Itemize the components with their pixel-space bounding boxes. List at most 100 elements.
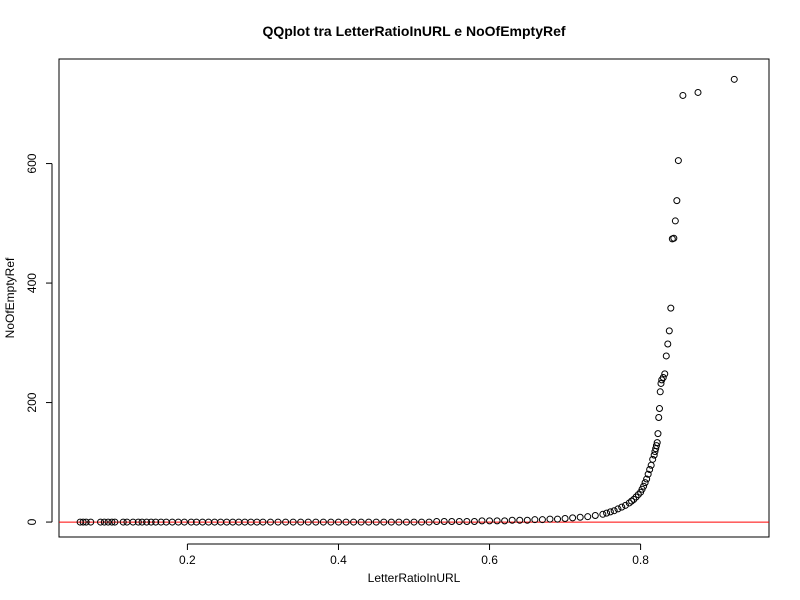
data-point [644,470,652,478]
data-point [312,518,320,526]
data-point [104,518,112,526]
data-point [662,352,670,360]
data-point [670,234,678,242]
data-point [649,455,657,463]
data-point [650,451,658,459]
data-point [625,499,633,507]
data-point [657,379,665,387]
data-point [621,501,629,509]
y-axis: 0 200 400 600 [25,153,53,525]
x-axis: 0.2 0.4 0.6 0.8 [179,543,649,567]
data-point [97,518,105,526]
data-point [643,475,651,483]
y-tick-label: 600 [25,153,39,173]
data-point [523,516,531,524]
data-point [350,518,358,526]
data-point [640,482,648,490]
data-point [463,517,471,525]
data-point [546,515,554,523]
data-point [652,442,660,450]
data-point [365,518,373,526]
data-point [674,157,682,165]
y-tick-label: 0 [25,518,39,525]
data-points-layer [76,75,738,526]
data-point [630,495,638,503]
data-point [554,515,562,523]
data-point [111,518,119,526]
data-point [304,518,312,526]
data-point [82,518,90,526]
data-point [538,516,546,524]
data-point [730,75,738,83]
data-point [327,518,335,526]
data-point [603,509,611,517]
data-point [655,405,663,413]
data-point [448,517,456,525]
data-point [395,518,403,526]
data-point [157,518,165,526]
data-point [531,516,539,524]
data-point [402,518,410,526]
data-point [632,493,640,501]
data-point [334,518,342,526]
data-point [180,518,188,526]
data-point [599,510,607,518]
data-point [342,518,350,526]
data-point [129,518,137,526]
chart-title: QQplot tra LetterRatioInURL e NoOfEmptyR… [262,23,565,39]
data-point [501,517,509,525]
plot-frame [58,58,770,538]
data-point [569,514,577,522]
data-point [134,518,142,526]
data-point [614,505,622,513]
data-point [143,518,151,526]
y-tick-label: 200 [25,392,39,412]
data-point [634,491,642,499]
data-point [665,327,673,335]
data-point [671,217,679,225]
data-point [289,518,297,526]
data-point [79,518,87,526]
data-point [679,91,687,99]
data-point [357,518,365,526]
data-point [561,514,569,522]
data-point [516,516,524,524]
data-point [641,479,649,487]
data-point [266,518,274,526]
data-point [508,516,516,524]
data-point [108,518,116,526]
data-point [673,197,681,205]
data-point [646,465,654,473]
data-point [119,518,127,526]
data-point [628,497,636,505]
data-point [486,517,494,525]
data-point [610,507,618,515]
data-point [591,511,599,519]
data-point [440,517,448,525]
data-point [694,88,702,96]
data-point [410,518,418,526]
data-point [493,517,501,525]
data-point [425,518,433,526]
data-point [667,304,675,312]
data-point [138,518,146,526]
data-point [661,370,669,378]
data-point [147,518,155,526]
data-point [664,340,672,348]
y-tick-label: 400 [25,273,39,293]
x-axis-label: LetterRatioInURL [368,571,461,585]
data-point [387,518,395,526]
x-tick-label: 0.8 [632,553,649,567]
data-point [433,517,441,525]
data-point [478,517,486,525]
data-point [655,414,663,421]
data-point [418,518,426,526]
data-point [455,517,463,525]
data-point [274,518,282,526]
data-point [282,518,290,526]
data-point [656,388,664,396]
data-point [152,518,160,526]
data-point [87,518,95,526]
y-axis-label: NoOfEmptyRef [3,257,17,338]
